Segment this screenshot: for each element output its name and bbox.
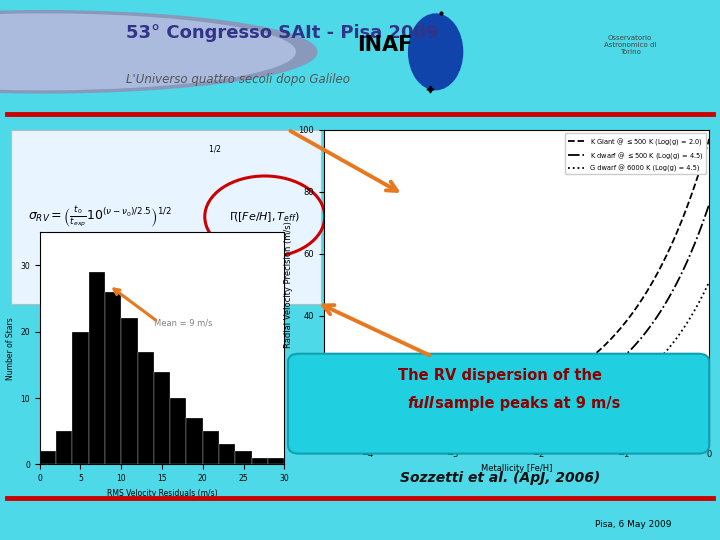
K Giant @ $\leq$500 K (Log(g) = 2.0)	[320, 419, 328, 426]
Circle shape	[0, 14, 295, 90]
X-axis label: RMS Velocity Residuals (m/s): RMS Velocity Residuals (m/s)	[107, 489, 217, 498]
Text: $\Gamma\!\left([Fe/H], T_{eff}\right)$: $\Gamma\!\left([Fe/H], T_{eff}\right)$	[230, 210, 300, 224]
Text: $^{1/2}$: $^{1/2}$	[208, 145, 222, 155]
K Giant @ $\leq$500 K (Log(g) = 2.0)	[321, 418, 330, 425]
Text: INAF: INAF	[358, 35, 413, 56]
Y-axis label: Radial Velocity Precision (m/s): Radial Velocity Precision (m/s)	[284, 221, 293, 348]
K Giant @ $\leq$500 K (Log(g) = 2.0)	[548, 380, 557, 386]
K Giant @ $\leq$500 K (Log(g) = 2.0)	[555, 376, 564, 382]
G dwarf @ 6000 K (Log(g) = 4.5)	[321, 427, 330, 434]
Bar	[56, 431, 72, 464]
G dwarf @ 6000 K (Log(g) = 4.5)	[549, 412, 557, 418]
G dwarf @ 6000 K (Log(g) = 4.5)	[548, 413, 557, 419]
Bar	[72, 332, 89, 464]
Circle shape	[0, 11, 317, 93]
Text: full: full	[407, 396, 433, 411]
Ellipse shape	[409, 14, 462, 90]
Text: Sozzetti et al. (ApJ, 2006): Sozzetti et al. (ApJ, 2006)	[400, 471, 600, 485]
X-axis label: Metallicity [Fe/H]: Metallicity [Fe/H]	[481, 464, 552, 474]
Text: sample peaks at 9 m/s: sample peaks at 9 m/s	[430, 396, 620, 411]
Bar	[40, 451, 56, 464]
Text: $\sigma_{RV} = \left(\frac{t_0}{t_{exp}} 10^{(\nu-\nu_0)/2.5}\right)^{1/2}$: $\sigma_{RV} = \left(\frac{t_0}{t_{exp}}…	[28, 204, 172, 229]
Text: 53° Congresso SAIt - Pisa 2009: 53° Congresso SAIt - Pisa 2009	[126, 24, 438, 42]
Text: Pisa, 6 May 2009: Pisa, 6 May 2009	[595, 521, 672, 529]
Line: G dwarf @ 6000 K (Log(g) = 4.5): G dwarf @ 6000 K (Log(g) = 4.5)	[324, 282, 709, 430]
Text: Osservatorio
Astronomico di
Torino: Osservatorio Astronomico di Torino	[604, 35, 656, 55]
K dwarf @ $\leq$500 K (Log(g) = 4.5)	[320, 423, 328, 430]
K dwarf @ $\leq$500 K (Log(g) = 4.5)	[549, 397, 557, 403]
Bar	[170, 398, 186, 464]
K dwarf @ $\leq$500 K (Log(g) = 4.5)	[548, 397, 557, 404]
K dwarf @ $\leq$500 K (Log(g) = 4.5)	[644, 325, 653, 332]
Bar	[121, 319, 138, 464]
Bar	[105, 292, 121, 464]
Legend: K Giant @ $\leq$500 K (Log(g) = 2.0), K dwarf @ $\leq$500 K (Log(g) = 4.5), G dw: K Giant @ $\leq$500 K (Log(g) = 2.0), K …	[565, 133, 706, 174]
K Giant @ $\leq$500 K (Log(g) = 2.0)	[644, 286, 653, 292]
Line: K Giant @ $\leq$500 K (Log(g) = 2.0): K Giant @ $\leq$500 K (Log(g) = 2.0)	[324, 139, 709, 422]
K dwarf @ $\leq$500 K (Log(g) = 4.5)	[669, 287, 678, 293]
Bar	[235, 451, 252, 464]
Text: The RV dispersion of the: The RV dispersion of the	[398, 368, 603, 383]
G dwarf @ 6000 K (Log(g) = 4.5)	[644, 366, 653, 373]
Bar	[268, 458, 284, 464]
Y-axis label: Number of Stars: Number of Stars	[6, 317, 14, 380]
K dwarf @ $\leq$500 K (Log(g) = 4.5)	[555, 394, 564, 401]
G dwarf @ 6000 K (Log(g) = 4.5)	[555, 411, 564, 417]
Line: K dwarf @ $\leq$500 K (Log(g) = 4.5): K dwarf @ $\leq$500 K (Log(g) = 4.5)	[324, 204, 709, 427]
K dwarf @ $\leq$500 K (Log(g) = 4.5)	[321, 423, 330, 430]
K Giant @ $\leq$500 K (Log(g) = 2.0)	[549, 379, 557, 386]
Text: L'Universo quattro secoli dopo Galileo: L'Universo quattro secoli dopo Galileo	[126, 73, 350, 86]
K dwarf @ $\leq$500 K (Log(g) = 4.5)	[705, 201, 714, 207]
FancyBboxPatch shape	[11, 130, 321, 303]
K Giant @ $\leq$500 K (Log(g) = 2.0)	[705, 136, 714, 142]
Bar	[138, 352, 154, 464]
Bar	[252, 458, 268, 464]
G dwarf @ 6000 K (Log(g) = 4.5)	[320, 427, 328, 434]
Bar	[89, 272, 105, 464]
Text: Mean = 9 m/s: Mean = 9 m/s	[154, 318, 212, 327]
Bar	[203, 431, 219, 464]
Bar	[186, 418, 203, 464]
K Giant @ $\leq$500 K (Log(g) = 2.0)	[669, 238, 678, 244]
G dwarf @ 6000 K (Log(g) = 4.5)	[669, 340, 678, 346]
Bar	[219, 444, 235, 464]
G dwarf @ 6000 K (Log(g) = 4.5)	[705, 279, 714, 285]
Bar	[154, 372, 170, 464]
